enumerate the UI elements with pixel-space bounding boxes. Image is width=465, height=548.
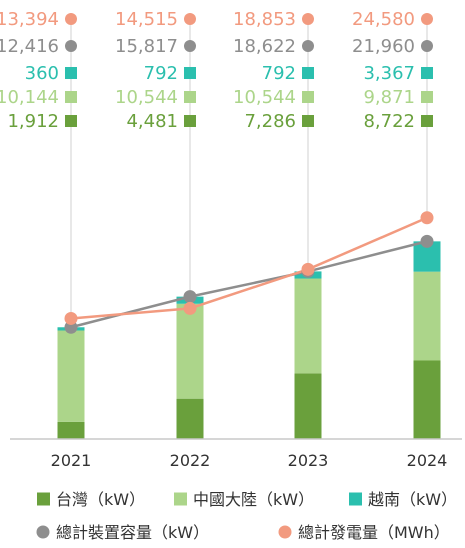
label-marker-square bbox=[421, 115, 433, 127]
label-marker-square bbox=[302, 91, 314, 103]
bars bbox=[57, 241, 441, 439]
legend-label: 中國大陸（kW） bbox=[193, 490, 314, 509]
legend-marker-circle bbox=[278, 525, 292, 539]
data-label: 24,580 bbox=[352, 9, 415, 30]
label-marker-circle bbox=[65, 40, 77, 52]
data-label: 7,286 bbox=[244, 111, 296, 132]
x-tick-label: 2023 bbox=[288, 451, 329, 470]
bar-segment bbox=[176, 303, 204, 399]
data-label: 18,853 bbox=[233, 9, 296, 30]
label-marker-square bbox=[302, 115, 314, 127]
data-label: 8,722 bbox=[363, 111, 415, 132]
data-label: 15,817 bbox=[115, 36, 178, 57]
label-marker-square bbox=[65, 91, 77, 103]
legend-marker-square bbox=[349, 492, 362, 506]
legend-label: 總計裝置容量（kW） bbox=[56, 523, 209, 542]
series-lines bbox=[64, 211, 434, 334]
data-label: 14,515 bbox=[115, 9, 178, 30]
data-label: 21,960 bbox=[352, 36, 415, 57]
data-label: 12,416 bbox=[0, 36, 59, 57]
x-tick-label: 2024 bbox=[407, 451, 448, 470]
line-point bbox=[420, 211, 434, 225]
label-marker-square bbox=[65, 67, 77, 79]
legend-marker-square bbox=[37, 492, 50, 506]
bar-segment bbox=[57, 330, 85, 422]
x-tick-labels: 2021 2022 2023 2024 bbox=[51, 451, 448, 470]
bar-segment bbox=[294, 278, 322, 374]
label-marker-square bbox=[302, 67, 314, 79]
data-label: 1,912 bbox=[7, 111, 59, 132]
data-label: 13,394 bbox=[0, 9, 59, 30]
x-tick-label: 2021 bbox=[51, 451, 92, 470]
legend-label: 越南（kW） bbox=[368, 490, 457, 509]
value-labels: 13,394 14,515 18,853 24,580 12,416 15,817 18,6… bbox=[0, 9, 433, 132]
series-line bbox=[70, 216, 428, 320]
bar-segment bbox=[57, 421, 85, 439]
legend: 台灣（kW） 中國大陸（kW） 越南（kW） 總計裝置容量（kW） 總計發電量（MWh） bbox=[36, 490, 457, 542]
legend-label: 台灣（kW） bbox=[56, 490, 145, 509]
label-marker-square bbox=[184, 91, 196, 103]
label-marker-circle bbox=[421, 13, 433, 25]
series-line bbox=[70, 240, 428, 329]
legend-marker-square bbox=[174, 492, 187, 506]
data-label: 360 bbox=[25, 63, 59, 84]
data-label: 3,367 bbox=[363, 63, 415, 84]
data-label: 9,871 bbox=[363, 87, 415, 108]
guide-lines bbox=[70, 14, 428, 319]
bar-segment bbox=[176, 398, 204, 439]
x-tick-label: 2022 bbox=[170, 451, 211, 470]
data-label: 10,544 bbox=[115, 87, 178, 108]
data-label: 10,544 bbox=[233, 87, 296, 108]
legend-label: 總計發電量（MWh） bbox=[298, 523, 450, 542]
bar-segment bbox=[294, 373, 322, 439]
data-label: 792 bbox=[262, 63, 296, 84]
label-marker-circle bbox=[65, 13, 77, 25]
data-label: 18,622 bbox=[233, 36, 296, 57]
label-marker-circle bbox=[421, 40, 433, 52]
legend-marker-circle bbox=[36, 525, 50, 539]
line-point bbox=[420, 234, 434, 248]
label-marker-square bbox=[65, 115, 77, 127]
label-marker-circle bbox=[302, 13, 314, 25]
label-marker-circle bbox=[302, 40, 314, 52]
line-point bbox=[183, 290, 197, 304]
bar-segment bbox=[413, 271, 441, 361]
line-point bbox=[301, 262, 315, 276]
data-label: 792 bbox=[144, 63, 178, 84]
line-point bbox=[64, 311, 78, 325]
label-marker-circle bbox=[184, 40, 196, 52]
label-marker-circle bbox=[184, 13, 196, 25]
label-marker-square bbox=[184, 67, 196, 79]
line-point bbox=[183, 301, 197, 315]
data-label: 10,144 bbox=[0, 87, 59, 108]
label-marker-square bbox=[421, 91, 433, 103]
label-marker-square bbox=[421, 67, 433, 79]
bar-segment bbox=[413, 360, 441, 439]
data-label: 4,481 bbox=[126, 111, 178, 132]
label-marker-square bbox=[184, 115, 196, 127]
